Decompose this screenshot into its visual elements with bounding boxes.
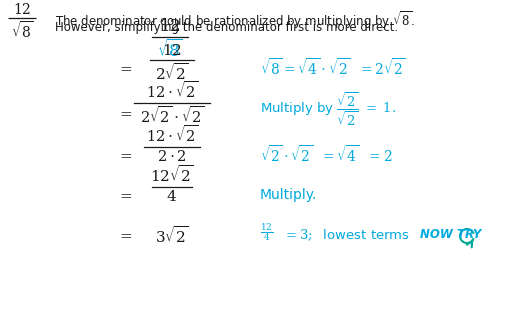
Text: $12 \cdot \sqrt{2}$: $12 \cdot \sqrt{2}$ xyxy=(146,124,198,145)
Text: $=$: $=$ xyxy=(117,60,133,75)
Text: $\sqrt{8}$: $\sqrt{8}$ xyxy=(157,39,183,61)
Text: $\sqrt{8} = \sqrt{4} \cdot \sqrt{2}\ \ = 2\sqrt{2}$: $\sqrt{8} = \sqrt{4} \cdot \sqrt{2}\ \ =… xyxy=(260,58,406,78)
Text: $12 \cdot \sqrt{2}$: $12 \cdot \sqrt{2}$ xyxy=(146,80,198,101)
Text: However, simplifying the denominator first is more direct.: However, simplifying the denominator fir… xyxy=(55,21,398,34)
Text: The denominator could be rationalized by multiplying by $\sqrt{8}$.: The denominator could be rationalized by… xyxy=(55,9,415,31)
Text: Multiply.: Multiply. xyxy=(260,188,317,202)
Text: $4$: $4$ xyxy=(167,189,177,204)
Text: $12$: $12$ xyxy=(162,43,182,58)
Text: $12\sqrt{2}$: $12\sqrt{2}$ xyxy=(150,164,194,185)
Text: $=$: $=$ xyxy=(117,188,133,202)
Text: $=$: $=$ xyxy=(117,227,133,242)
Text: $2\sqrt{2}$: $2\sqrt{2}$ xyxy=(155,62,189,83)
Text: $=$: $=$ xyxy=(117,106,133,121)
Text: $12$: $12$ xyxy=(159,17,181,35)
Text: $2 \cdot 2$: $2 \cdot 2$ xyxy=(157,149,187,164)
Text: $\sqrt{2} \cdot \sqrt{2}\ \ = \sqrt{4}\ \ = 2$: $\sqrt{2} \cdot \sqrt{2}\ \ = \sqrt{4}\ … xyxy=(260,145,392,165)
Text: $3\sqrt{2}$: $3\sqrt{2}$ xyxy=(155,225,189,245)
Text: NOW TRY: NOW TRY xyxy=(420,228,481,241)
Text: $2\sqrt{2} \cdot \sqrt{2}$: $2\sqrt{2} \cdot \sqrt{2}$ xyxy=(140,105,204,126)
Text: $12$: $12$ xyxy=(13,2,31,17)
Text: Multiply by $\dfrac{\sqrt{2}}{\sqrt{2}}\ =\ 1.$: Multiply by $\dfrac{\sqrt{2}}{\sqrt{2}}\… xyxy=(260,90,396,128)
Text: $\frac{12}{4}$: $\frac{12}{4}$ xyxy=(260,221,273,243)
Text: $=$: $=$ xyxy=(117,148,133,162)
Text: $\sqrt{8}$: $\sqrt{8}$ xyxy=(11,20,33,41)
Text: $= 3;$  lowest terms: $= 3;$ lowest terms xyxy=(283,227,410,243)
